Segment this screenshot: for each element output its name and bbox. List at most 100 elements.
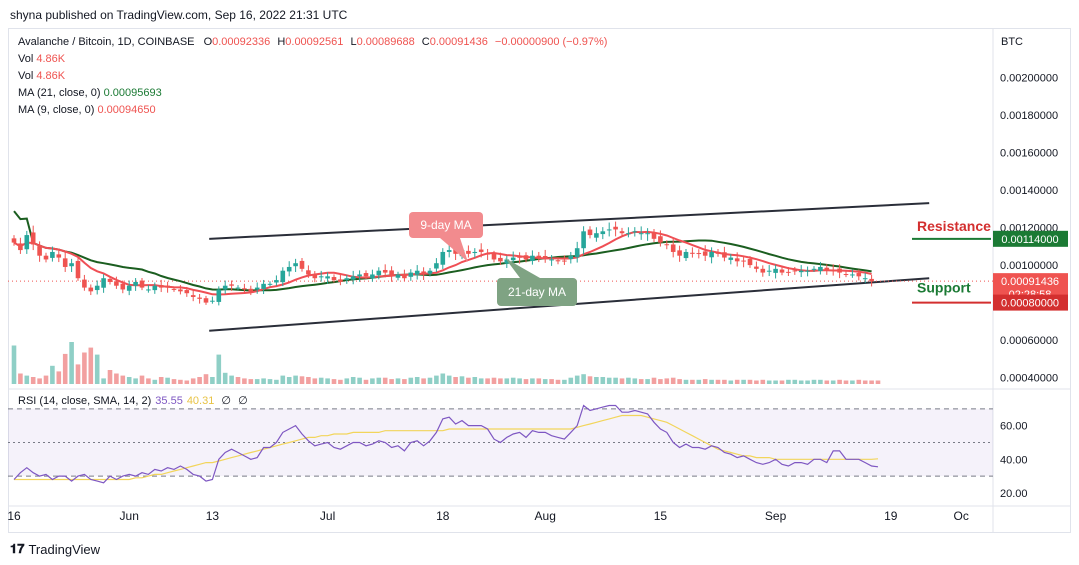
legend-ma21[interactable]: MA (21, close, 0) 0.00095693 [18,85,607,102]
volume-bar [651,377,657,384]
candle-body [434,263,439,269]
candle-body [581,231,586,249]
tradingview-footer[interactable]: 𝟏𝟕 TradingView [10,542,100,557]
price-tick-label: 0.00160000 [1000,148,1058,160]
candle-body [50,251,55,258]
legend-ma9[interactable]: MA (9, close, 0) 0.00094650 [18,102,607,119]
volume-bar [542,379,548,384]
volume-bar [728,380,734,384]
candle-body [107,278,113,282]
ma9-value: 0.00094650 [97,104,156,116]
candle-body [414,270,420,275]
candle-body [254,287,260,290]
volume-bar [101,378,106,384]
volume-bar [702,379,708,384]
volume-bar [56,371,62,384]
axes: 0.00200000 0.00180000 0.00160000 0.00140000… [7,36,1068,523]
candle-body [165,285,170,288]
symbol-title[interactable]: Avalanche / Bitcoin, 1D, COINBASE [18,36,195,48]
volume-bar [318,377,324,384]
candle-body [760,268,766,273]
volume-bar [421,378,426,384]
candle-body [293,263,298,267]
moving-averages [13,210,872,296]
candle-body [574,248,580,258]
volume-bar [350,377,356,384]
volume-bar [427,377,433,384]
candle-body [485,253,490,255]
candle-body [248,288,254,292]
candle-body [190,295,196,297]
volume-bar [670,377,676,384]
candle-body [299,260,305,269]
channel-upper-line [209,202,930,240]
candle-body [766,270,772,272]
volume-bar [645,379,650,384]
candle-body [466,250,471,254]
volume-bar [818,379,823,384]
volume-bar [600,377,606,384]
candle-body [133,281,138,286]
candle-body [606,229,612,231]
candle-body [184,290,190,294]
volume-bar [606,377,612,384]
volume-bar [626,377,631,384]
volume-bar [62,353,68,384]
price-tick-label: 0.00100000 [1000,260,1058,272]
resistance-price-tag-text: 0.00114000 [1001,234,1058,246]
candle-body [792,270,798,272]
candle-body [382,269,388,273]
candle-body [734,258,740,262]
volume-bar [216,354,222,384]
volume-bar [440,373,446,384]
time-tick-label: 18 [436,509,450,523]
candle-body [440,251,446,265]
candle-body [37,246,42,256]
ma21-label: MA (21, close, 0) [18,87,101,99]
candle-body [158,285,164,288]
candle-body [850,274,855,276]
volume-bar [75,364,81,384]
candle-body [632,231,638,233]
rsi-legend[interactable]: RSI (14, close, SMA, 14, 2) 35.55 40.31 ∅ … [18,394,248,407]
volume-bar [261,378,266,384]
resistance-price-tag-bg [993,230,1068,247]
candle-body [370,274,375,279]
support-price-tag-bg [993,294,1068,311]
candle-body [504,259,510,264]
volume-bar [459,376,465,384]
volume-bar [760,379,766,384]
candle-body [856,273,862,277]
candle-body [286,266,292,272]
volume-bar [299,376,305,384]
candle-body [510,257,516,261]
candle-body [325,276,330,279]
time-tick-label: 13 [206,509,220,523]
volume-bar [139,375,145,384]
candle-body [696,253,702,255]
time-tick-label: Aug [535,509,556,523]
rsi-sma-value: 40.31 [186,395,215,407]
volume-bar [363,379,369,384]
candle-body [216,289,222,302]
close-label: C [421,36,430,48]
candle-body [101,278,106,288]
volume-bar [722,379,727,384]
candle-body [139,280,145,288]
ma9-line [13,230,872,296]
candle-body [498,257,503,262]
candle-body [478,249,484,252]
volume-bar [683,379,689,384]
time-tick-label: 15 [654,509,668,523]
volume-bar [222,372,228,384]
candle-body [536,255,542,258]
candle-body [152,285,158,291]
candle-body [798,270,804,273]
volume-bar [485,378,490,384]
legend-vol1[interactable]: Vol 4.86K [18,51,607,68]
legend-vol2[interactable]: Vol 4.86K [18,68,607,85]
chart-frame[interactable] [8,28,1071,533]
ma9-label-pointer [440,238,468,262]
candle-body [395,274,401,278]
